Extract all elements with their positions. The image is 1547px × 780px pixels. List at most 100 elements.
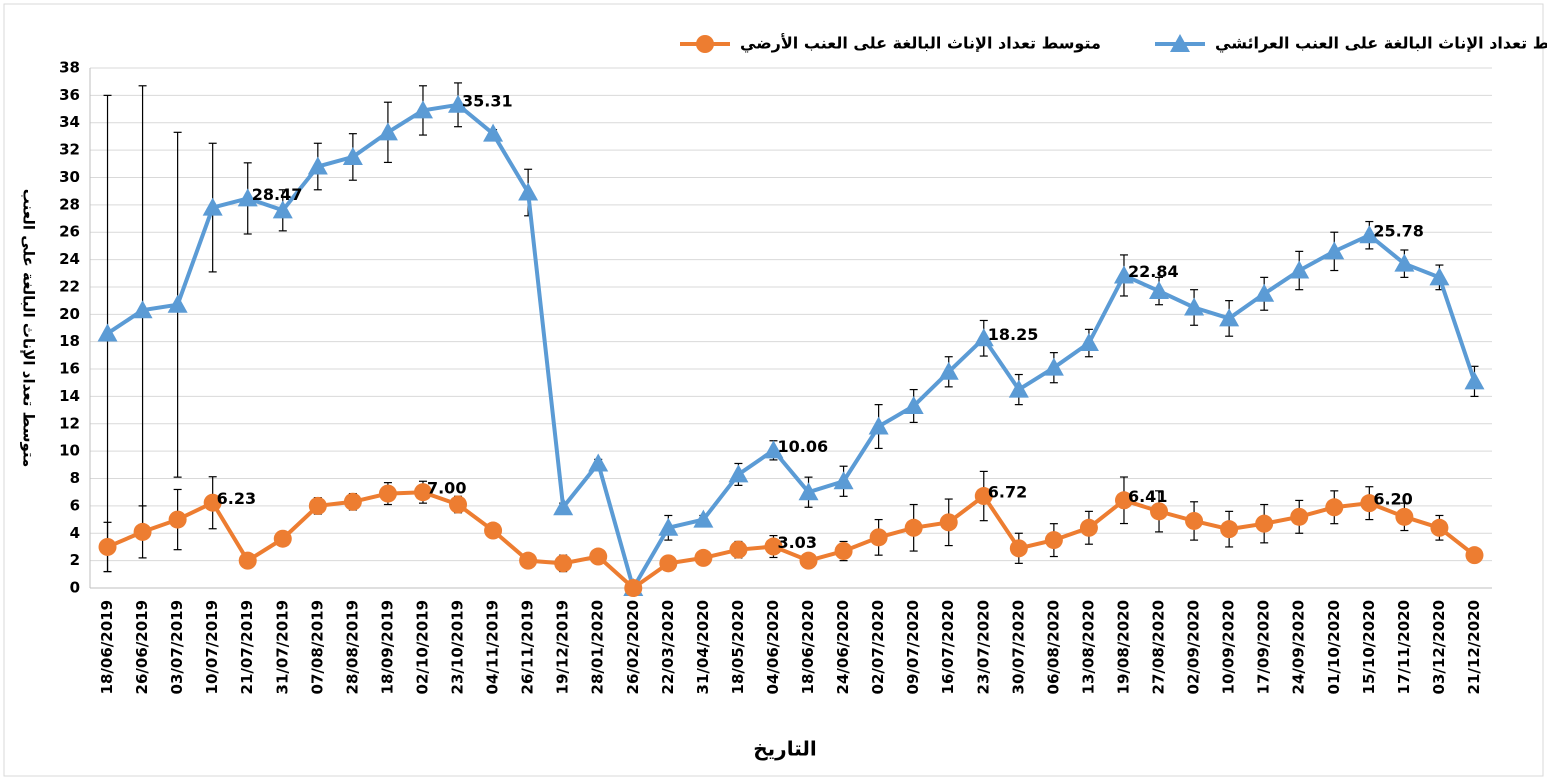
marker [1078,333,1099,352]
value-label: 10.06 [777,437,828,456]
x-tick-label: 02/10/2019 [413,600,431,694]
x-tick-label: 03/07/2019 [168,600,186,694]
marker [98,537,117,556]
marker [658,517,679,536]
marker [764,537,783,556]
marker [1043,357,1064,376]
x-tick-label: 09/07/2020 [904,600,922,694]
series-line [106,102,1477,594]
y-tick-label: 30 [59,168,80,186]
marker [132,300,153,319]
marker [412,100,433,119]
marker [237,188,258,207]
marker [1290,507,1309,526]
series-line [106,490,1476,591]
marker [869,528,888,547]
x-tick-label: 31/04/2020 [694,600,712,694]
marker [203,493,222,512]
marker [973,328,994,347]
x-tick-label: 02/09/2020 [1185,600,1203,694]
y-tick-label: 26 [59,223,80,241]
x-tick-label: 02/07/2020 [869,600,887,694]
value-label: 6.23 [217,489,256,508]
marker [518,182,539,201]
y-tick-label: 14 [59,387,80,405]
y-tick-label: 36 [59,86,80,104]
marker [728,464,749,483]
legend-label: متوسط تعداد الإناث البالغة على العنب الأ… [740,34,1101,54]
y-tick-label: 22 [59,277,80,295]
y-tick-label: 10 [59,442,80,460]
marker [97,323,118,342]
value-label: 7.00 [427,479,466,498]
marker [273,529,292,548]
marker [1149,281,1170,300]
y-tick-label: 8 [70,469,80,487]
legend-marker [1170,34,1190,52]
marker [449,495,468,514]
x-tick-label: 10/07/2019 [203,600,221,694]
value-label: 25.78 [1373,222,1424,241]
x-tick-label: 26/02/2020 [624,600,642,694]
marker [133,522,152,541]
x-tick-label: 04/11/2019 [484,600,502,694]
marker [1044,531,1063,550]
marker [1359,225,1380,244]
x-tick-label: 13/08/2020 [1079,600,1097,694]
marker [1185,511,1204,530]
marker [168,510,187,529]
marker [1150,502,1169,521]
x-tick-label: 07/08/2019 [308,600,326,694]
y-tick-label: 2 [70,551,80,569]
x-tick-label: 10/09/2020 [1220,600,1238,694]
marker [624,579,643,597]
x-tick-label: 18/05/2020 [729,600,747,694]
marker [343,492,362,511]
marker [342,146,363,165]
x-tick-label: 03/12/2020 [1430,600,1448,694]
marker [1184,297,1205,316]
y-tick-label: 32 [59,141,80,159]
x-tick-label: 21/12/2020 [1465,600,1483,694]
marker [1009,539,1028,558]
marker [833,471,854,490]
x-tick-label: 19/08/2020 [1114,600,1132,694]
value-label: 22.84 [1128,262,1179,281]
marker [272,200,293,219]
y-tick-label: 28 [59,195,80,213]
x-axis-title: التاريخ [753,737,816,761]
marker [483,123,504,142]
y-tick-label: 20 [59,305,80,323]
marker [1220,520,1239,539]
marker [904,518,923,537]
marker [413,483,432,502]
marker [799,551,818,570]
marker [448,94,469,113]
chart-border [3,3,1544,777]
y-tick-label: 12 [59,414,80,432]
marker [308,496,327,515]
x-tick-label: 23/10/2019 [449,600,467,694]
marker [1008,379,1029,398]
marker [1429,267,1450,286]
marker [693,509,714,528]
y-tick-label: 38 [59,59,80,77]
legend-label: متوسط تعداد الإناث البالغة على العنب الع… [1215,34,1547,54]
marker [974,487,993,506]
x-tick-label: 18/06/2019 [98,600,116,694]
marker [589,547,608,566]
marker [238,551,257,570]
x-tick-label: 24/09/2020 [1290,600,1308,694]
x-tick-label: 23/07/2020 [974,600,992,694]
marker [1289,260,1310,279]
y-axis-title: متوسط تعداد الإناث البالغة على العنب [20,189,38,468]
marker [588,453,609,472]
x-tick-label: 06/08/2020 [1044,600,1062,694]
marker [1079,518,1098,537]
marker [1219,308,1240,327]
marker [868,416,889,435]
marker [1113,265,1134,284]
x-tick-label: 21/07/2019 [238,600,256,694]
value-label: 3.03 [777,533,816,552]
